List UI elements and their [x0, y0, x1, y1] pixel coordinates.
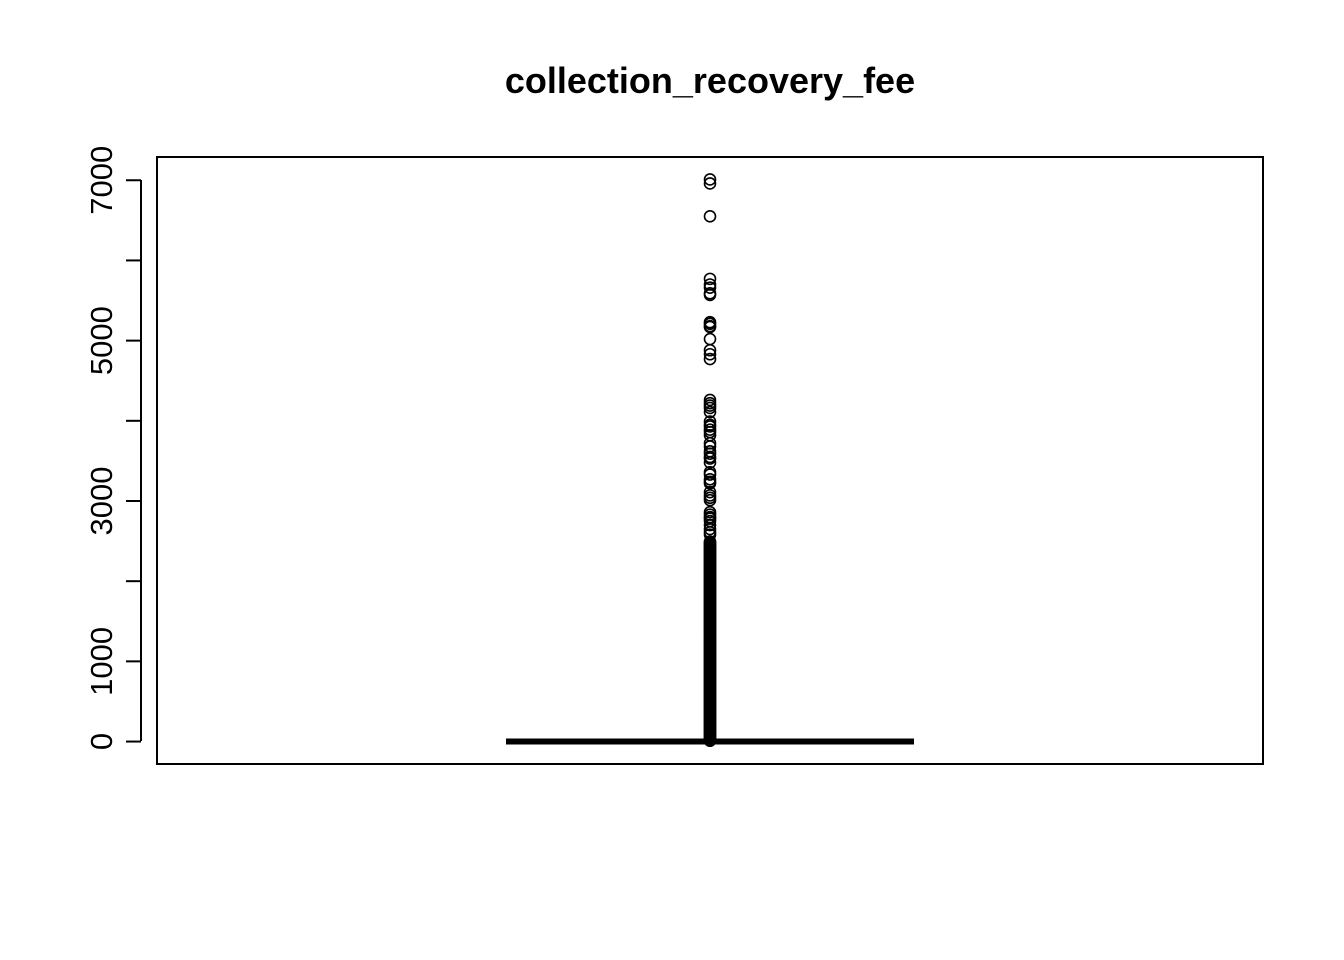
outlier-point [703, 447, 717, 460]
outlier-point [703, 456, 717, 469]
chart-title: collection_recovery_fee [505, 60, 915, 101]
outlier-point [703, 405, 717, 419]
outlier-point [703, 288, 717, 302]
outlier-point [703, 173, 717, 186]
outlier-point [703, 332, 717, 346]
y-tick-label: 7000 [84, 146, 119, 215]
outlier-point [703, 528, 717, 541]
outlier-point [703, 522, 717, 536]
outlier-point [703, 177, 717, 190]
outlier-point [703, 401, 717, 415]
y-axis-ticks: 0 1000 3000 5000 7000 [84, 146, 141, 750]
outlier-point [703, 272, 717, 286]
outlier-point [703, 477, 717, 490]
y-tick-label: 5000 [84, 306, 119, 375]
y-tick-label: 3000 [84, 467, 119, 536]
outlier-point [703, 420, 717, 433]
outlier-point [703, 352, 717, 366]
outlier-point [703, 468, 717, 481]
outlier-point [703, 320, 717, 334]
outlier-point [703, 535, 717, 548]
outlier-point [703, 485, 717, 499]
outlier-point [703, 210, 717, 223]
outlier-point [703, 347, 717, 361]
outlier-point [703, 393, 717, 407]
outlier-points [703, 173, 717, 748]
outlier-point [703, 452, 717, 465]
outlier-point [703, 493, 717, 507]
plot-frame [156, 156, 1264, 765]
outlier-point [703, 343, 717, 357]
y-tick-label: 1000 [84, 627, 119, 696]
y-tick-label: 0 [84, 733, 119, 750]
outlier-point [703, 518, 717, 532]
outlier-point [703, 281, 717, 295]
